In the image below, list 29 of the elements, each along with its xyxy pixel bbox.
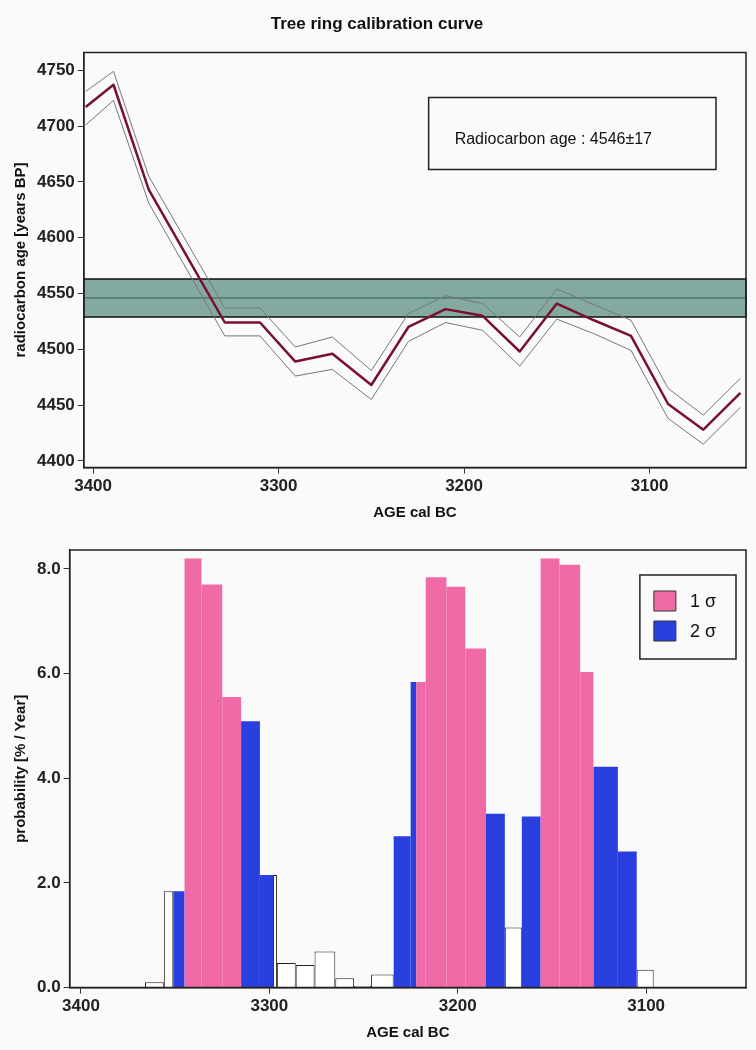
x-axis-title: AGE cal BC bbox=[373, 503, 457, 521]
x-tick-label: 3200 bbox=[438, 996, 477, 1016]
y-tick-label: 0.0 bbox=[36, 977, 61, 997]
legend-label: 1 σ bbox=[689, 590, 716, 611]
x-tick-label: 3100 bbox=[630, 476, 669, 496]
y-tick-label: 4650 bbox=[36, 171, 75, 191]
y-tick-label: 4500 bbox=[36, 338, 75, 358]
x-tick-label: 3400 bbox=[62, 996, 100, 1016]
y-tick-label: 4450 bbox=[36, 394, 75, 414]
y-tick-label: 4.0 bbox=[36, 767, 61, 787]
y-tick-label: 4750 bbox=[36, 59, 75, 79]
x-tick-label: 3300 bbox=[259, 476, 298, 496]
chart-title: Tree ring calibration curve bbox=[270, 13, 484, 33]
y-tick-label: 2.0 bbox=[36, 872, 61, 892]
y-tick-label: 4550 bbox=[36, 283, 75, 303]
annotation: Radiocarbon age : 4546±17 bbox=[454, 129, 653, 147]
y-tick-label: 6.0 bbox=[36, 663, 61, 683]
y-tick-label: 4700 bbox=[36, 115, 75, 135]
x-tick-label: 3300 bbox=[250, 996, 289, 1016]
x-tick-label: 3400 bbox=[74, 476, 113, 496]
x-tick-label: 3200 bbox=[445, 476, 483, 496]
y-tick-label: 8.0 bbox=[36, 558, 61, 578]
y-axis-title: radiocarbon age [years BP] bbox=[11, 162, 29, 358]
y-tick-label: 4600 bbox=[36, 227, 75, 247]
y-axis-title: probability [% / Year] bbox=[11, 694, 29, 843]
x-tick-label: 3100 bbox=[627, 996, 666, 1016]
y-tick-label: 4400 bbox=[36, 450, 75, 470]
legend-label: 2 σ bbox=[689, 620, 716, 641]
x-axis-title: AGE cal BC bbox=[366, 1023, 450, 1041]
